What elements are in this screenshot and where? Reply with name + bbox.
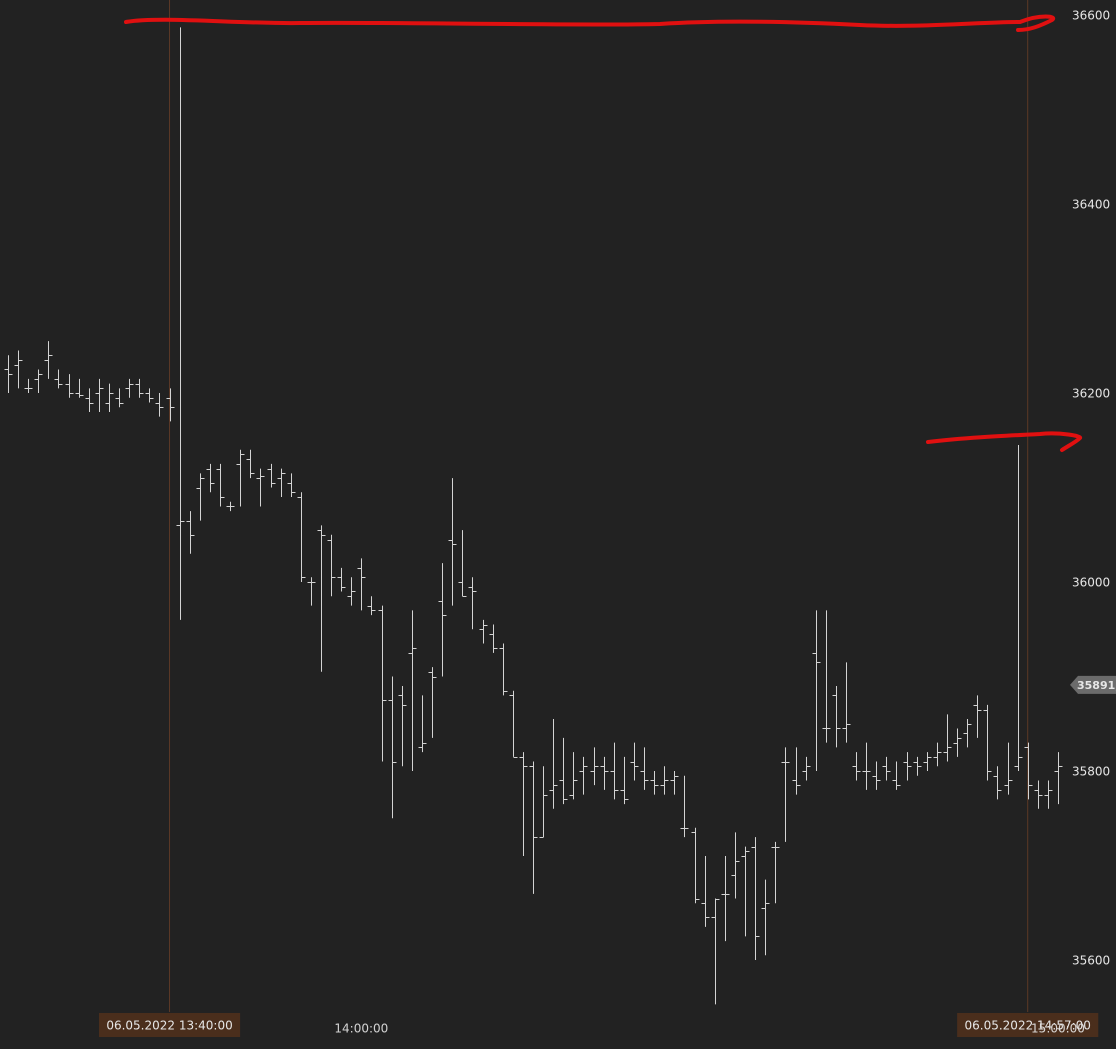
y-tick-label: 35600: [1072, 953, 1110, 967]
annotation-stroke: [124, 14, 1056, 32]
y-tick-label: 36000: [1072, 576, 1110, 590]
y-tick-label: 36600: [1072, 9, 1110, 23]
annotation-stroke: [926, 431, 1083, 452]
y-tick-label: 36200: [1072, 387, 1110, 401]
plot: 35600 35800 36000 36200 36400 36600 06.05.2022…: [4, 0, 1116, 1037]
x-tick-label: 06.05.2022 13:40:00: [106, 1019, 232, 1033]
y-tick-label: 36400: [1072, 198, 1110, 212]
x-tick-label: 06.05.2022 14:57:00: [965, 1019, 1091, 1033]
price-tag: [1070, 675, 1116, 694]
price-tag-label: 35891,2: [1077, 679, 1116, 692]
y-tick-label: 35800: [1072, 765, 1110, 779]
x-label-box: [98, 1013, 241, 1037]
x-tick-label: 14:00:00: [334, 1022, 388, 1036]
x-tick-label: 15:00:00: [1031, 1022, 1085, 1036]
x-label-box: [957, 1013, 1099, 1037]
